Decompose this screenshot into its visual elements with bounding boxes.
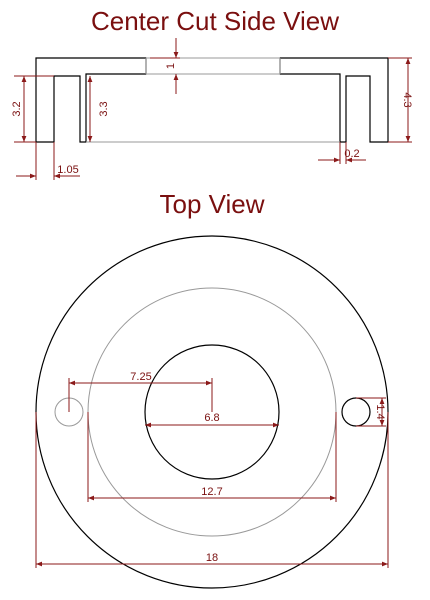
side-right-piece [279, 57, 389, 143]
dim-outer-diameter: 18 [206, 552, 218, 564]
dim-inner-diameter: 6.8 [204, 412, 219, 424]
dim-left-height: 3.2 [11, 101, 23, 116]
side-view-drawing [35, 57, 389, 143]
inner-hole [144, 344, 280, 480]
dim-slot-gap: 0.2 [344, 148, 359, 160]
side-view-title: Center Cut Side View [91, 6, 339, 36]
dim-hole-diameter: 1.4 [374, 404, 386, 419]
side-dimensions: 1 3.2 3.3 4.3 1.05 0.2 [11, 38, 413, 180]
top-dimensions: 7.25 6.8 12.7 18 1.4 [35, 371, 389, 568]
top-view-title: Top View [159, 189, 264, 219]
dim-wall-thickness: 1.05 [57, 164, 78, 176]
right-mount-hole [341, 397, 371, 427]
dim-right-height: 4.3 [401, 92, 413, 107]
dim-top-gap: 1 [165, 63, 177, 69]
dim-inner-height: 3.3 [98, 101, 110, 116]
dim-mid-diameter: 12.7 [201, 486, 222, 498]
dim-hole-offset: 7.25 [130, 371, 151, 383]
side-left-piece [35, 57, 147, 143]
